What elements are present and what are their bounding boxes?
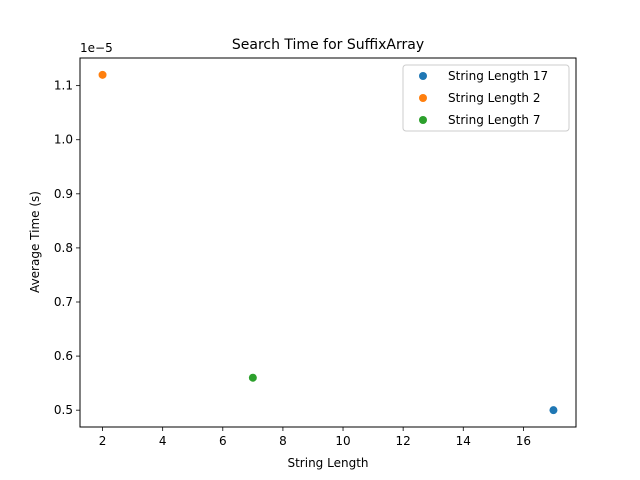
data-point — [248, 373, 257, 382]
legend: String Length 17 String Length 2 String Le… — [402, 64, 570, 132]
y-tick-label: 0.8 — [54, 241, 73, 255]
x-tick-label: 2 — [99, 434, 107, 448]
x-tick-label: 14 — [456, 434, 471, 448]
y-tick-label: 0.9 — [54, 187, 73, 201]
legend-marker — [419, 116, 427, 124]
data-points — [98, 70, 558, 415]
legend-box — [402, 64, 570, 132]
y-tick-label: 0.5 — [54, 403, 73, 417]
x-tick-label: 8 — [279, 434, 287, 448]
x-tick-label: 12 — [396, 434, 411, 448]
x-axis-title: String Length — [287, 456, 368, 470]
y-tick-label: 1.1 — [54, 79, 73, 93]
y-tick-label: 1.0 — [54, 133, 73, 147]
chart-title: Search Time for SuffixArray — [232, 37, 424, 53]
x-tick-label: 4 — [159, 434, 167, 448]
y-offset-label: 1e−5 — [80, 41, 113, 55]
y-tick-label: 0.7 — [54, 295, 73, 309]
x-tick-label: 6 — [219, 434, 227, 448]
axis-ticks: 2 4 6 8 10 12 14 16 0.5 0.6 0.7 0.8 0.9 1.0 1.1 — [54, 79, 531, 448]
legend-marker — [419, 94, 427, 102]
y-axis-title: Average Time (s) — [28, 191, 42, 293]
x-tick-label: 16 — [516, 434, 531, 448]
data-point — [549, 406, 558, 415]
legend-label: String Length 2 — [448, 91, 540, 105]
legend-marker — [419, 72, 427, 80]
legend-label: String Length 7 — [448, 113, 540, 127]
data-point — [98, 70, 107, 79]
x-tick-label: 10 — [335, 434, 350, 448]
plot-area-frame — [79, 57, 577, 428]
legend-label: String Length 17 — [448, 69, 548, 83]
y-tick-label: 0.6 — [54, 349, 73, 363]
